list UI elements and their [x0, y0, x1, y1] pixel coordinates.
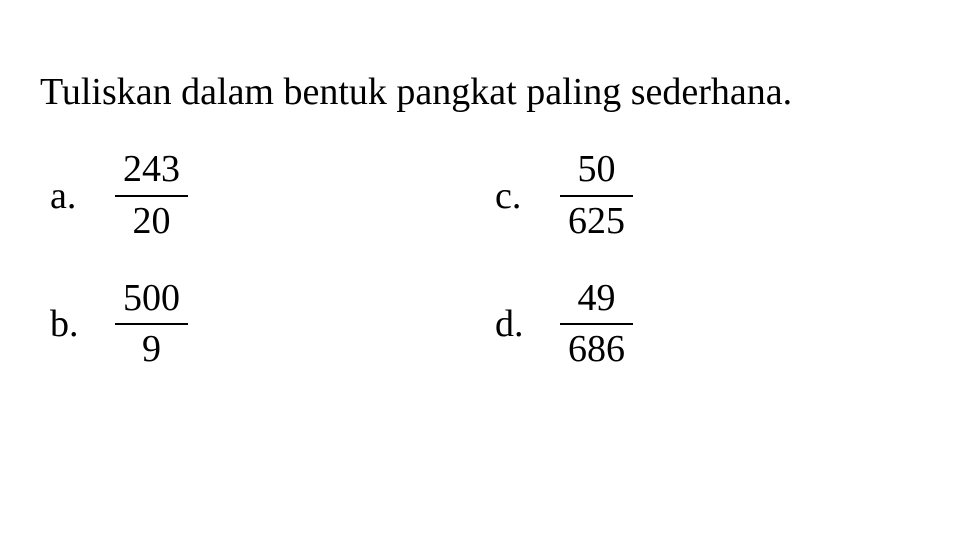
denominator-a: 20 — [125, 201, 179, 243]
fraction-c: 50 625 — [560, 149, 633, 243]
document-container: Tuliskan dalam bentuk pangkat paling sed… — [0, 0, 960, 411]
problem-d: d. 49 686 — [495, 278, 920, 372]
denominator-b: 9 — [134, 329, 169, 371]
problem-a: a. 243 20 — [50, 149, 475, 243]
fraction-b: 500 9 — [115, 278, 188, 372]
problem-label-d: d. — [495, 302, 535, 346]
numerator-a: 243 — [115, 149, 188, 191]
problem-label-a: a. — [50, 174, 90, 218]
denominator-d: 686 — [560, 329, 633, 371]
problems-grid: a. 243 20 c. 50 625 b. 500 9 d. — [40, 149, 920, 371]
denominator-c: 625 — [560, 201, 633, 243]
fraction-line-d — [560, 323, 633, 325]
numerator-d: 49 — [570, 278, 624, 320]
problem-label-c: c. — [495, 174, 535, 218]
fraction-line-a — [115, 195, 188, 197]
problem-b: b. 500 9 — [50, 278, 475, 372]
fraction-line-b — [115, 323, 188, 325]
problem-label-b: b. — [50, 302, 90, 346]
fraction-a: 243 20 — [115, 149, 188, 243]
numerator-c: 50 — [570, 149, 624, 191]
numerator-b: 500 — [115, 278, 188, 320]
problem-c: c. 50 625 — [495, 149, 920, 243]
instruction-text: Tuliskan dalam bentuk pangkat paling sed… — [40, 70, 920, 114]
fraction-d: 49 686 — [560, 278, 633, 372]
fraction-line-c — [560, 195, 633, 197]
